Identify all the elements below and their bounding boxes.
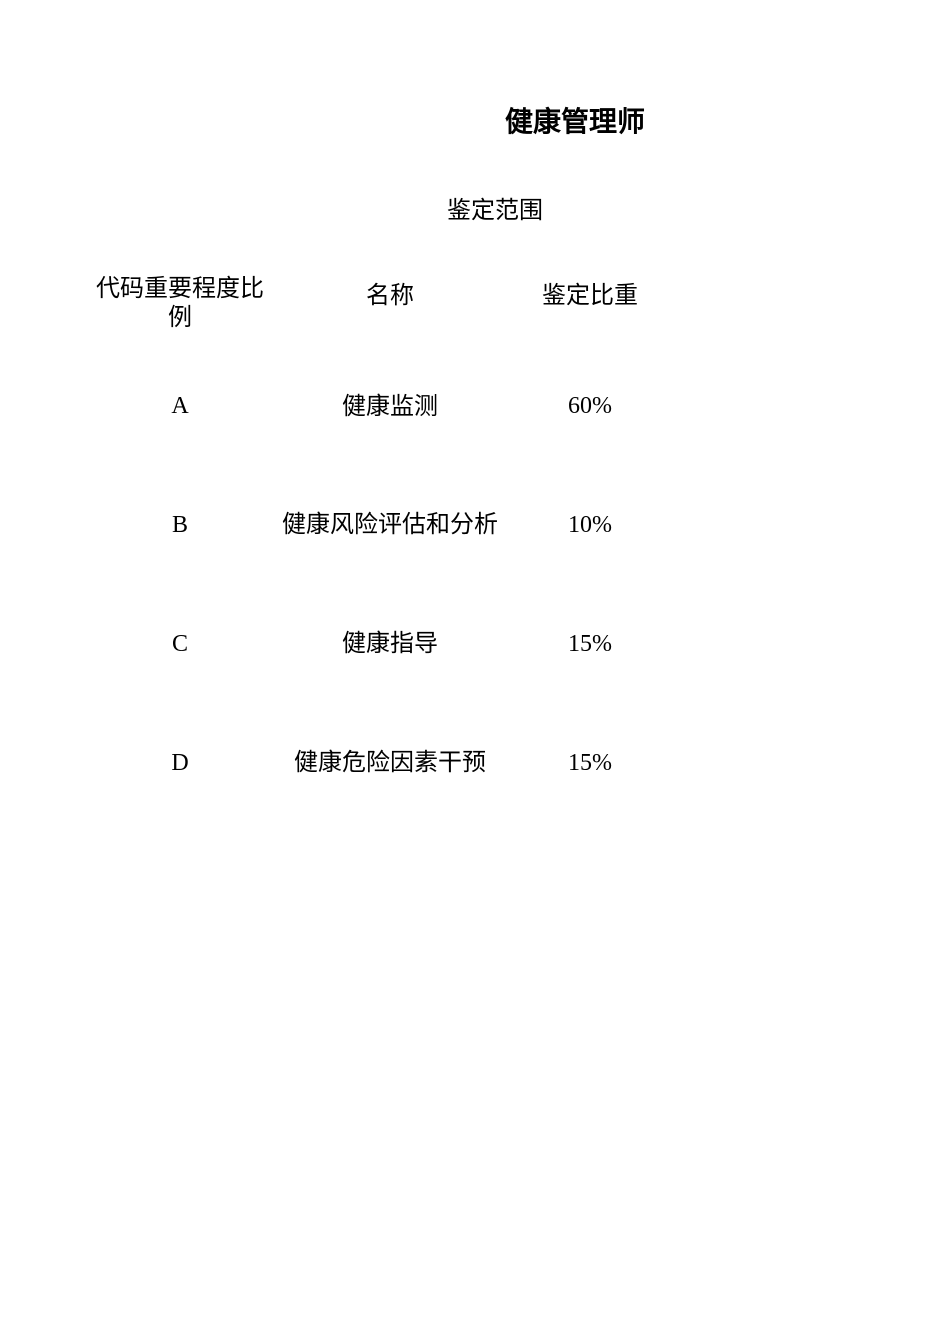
table-row: B 健康风险评估和分析 10% <box>90 511 860 540</box>
table-row: D 健康危险因素干预 15% <box>90 749 860 778</box>
cell-weight: 10% <box>510 512 670 539</box>
header-name: 名称 <box>270 275 510 333</box>
table-row: A 健康监测 60% <box>90 393 860 422</box>
cell-code: B <box>90 512 270 539</box>
header-code: 代码重要程度比例 <box>90 275 270 333</box>
cell-weight: 15% <box>510 750 670 777</box>
cell-weight: 15% <box>510 631 670 658</box>
table-row: C 健康指导 15% <box>90 630 860 659</box>
document-title: 健康管理师 <box>90 100 860 140</box>
document-subtitle: 鉴定范围 <box>90 190 860 225</box>
table-header-row: 代码重要程度比例 名称 鉴定比重 <box>90 275 860 333</box>
header-weight: 鉴定比重 <box>510 275 670 333</box>
cell-code: C <box>90 631 270 658</box>
cell-code: A <box>90 393 270 420</box>
cell-code: D <box>90 750 270 777</box>
assessment-table: 代码重要程度比例 名称 鉴定比重 A 健康监测 60% B 健康风险评估和分析 … <box>90 275 860 778</box>
cell-weight: 60% <box>510 393 670 420</box>
cell-name: 健康风险评估和分析 <box>270 511 510 540</box>
cell-name: 健康监测 <box>270 393 510 422</box>
cell-name: 健康指导 <box>270 630 510 659</box>
cell-name: 健康危险因素干预 <box>270 749 510 778</box>
